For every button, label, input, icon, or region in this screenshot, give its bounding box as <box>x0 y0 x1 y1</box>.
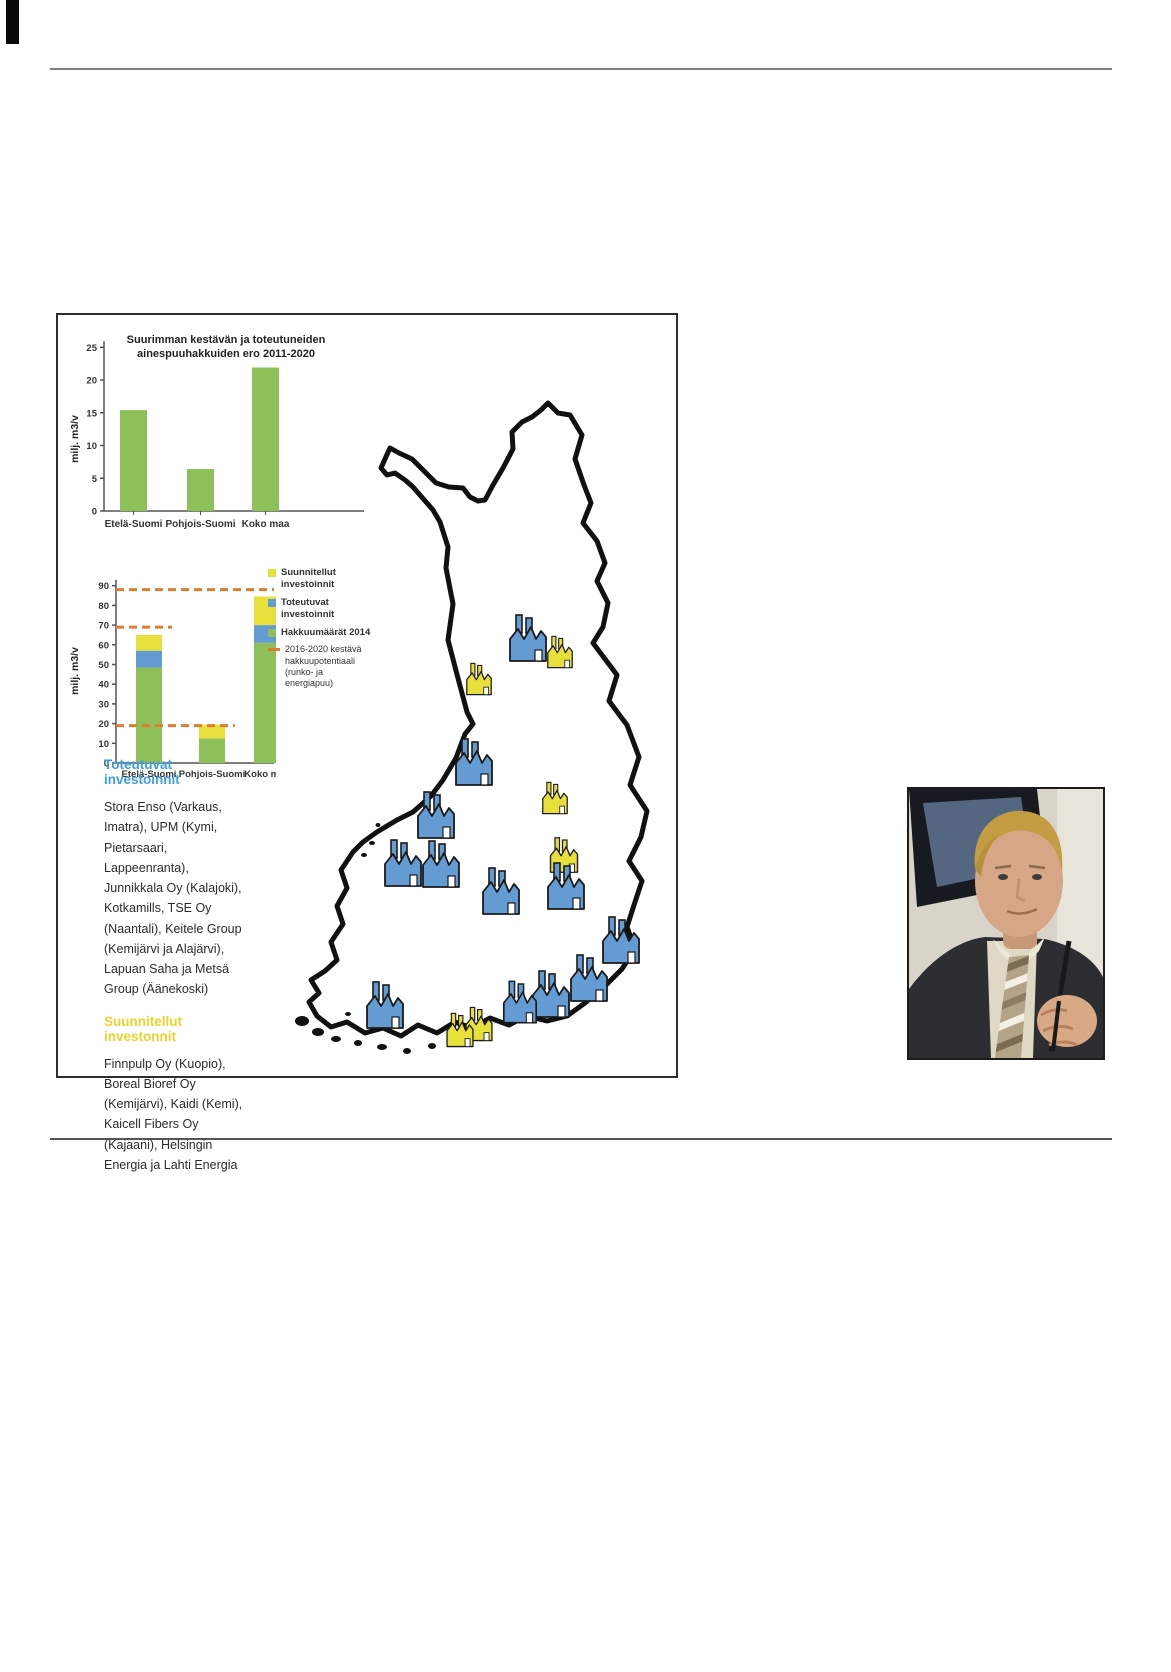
top-rule <box>50 68 1112 70</box>
svg-text:70: 70 <box>98 621 109 632</box>
legend-label: 2016-2020 kestävä hakkuupotentiaali (run… <box>285 644 362 689</box>
factory-markers <box>366 614 640 1048</box>
svg-text:Etelä-Suomi: Etelä-Suomi <box>105 519 163 530</box>
finland-outline <box>306 400 650 1039</box>
svg-text:0: 0 <box>92 507 97 518</box>
factory-realized <box>422 840 460 888</box>
svg-text:10: 10 <box>86 441 97 452</box>
factory-realized <box>602 916 640 964</box>
legend-label: Suunnitellut investoinnit <box>281 567 336 590</box>
investments-stacked-chart: milj. m3/v 0 10 20 30 40 50 60 70 80 90 Etelä-Suomi… <box>69 579 276 780</box>
factory-realized <box>547 862 585 910</box>
factory-planned <box>542 781 568 815</box>
factory-planned <box>446 1012 474 1048</box>
legend-item-planned: Suunnitellut investoinnit <box>268 567 372 591</box>
svg-text:Etelä-Suomi: Etelä-Suomi <box>122 769 177 780</box>
svg-text:50: 50 <box>98 660 109 671</box>
chart-legend: Suunnitellut investoinnit Toteutuvat inv… <box>268 567 372 695</box>
legend-item-realized: Toteutuvat investoinnit <box>268 597 372 621</box>
svg-text:Koko maa: Koko maa <box>242 519 290 530</box>
legend-label: Hakkuumäärät 2014 <box>281 626 371 638</box>
svg-text:Pohjois-Suomi: Pohjois-Suomi <box>166 519 236 530</box>
svg-text:milj. m3/v: milj. m3/v <box>69 647 81 695</box>
svg-text:Koko maa: Koko maa <box>244 769 276 780</box>
realized-investments-list: Stora Enso (Varkaus, Imatra), UPM (Kymi,… <box>104 800 242 997</box>
finland-map <box>295 400 650 1054</box>
svg-text:25: 25 <box>86 343 97 354</box>
svg-text:15: 15 <box>86 408 97 419</box>
harvest-gap-bar-chart: Suurimman kestävän ja toteutuneiden aines… <box>69 334 364 530</box>
page-corner-mark <box>6 0 19 44</box>
factory-planned <box>466 662 492 696</box>
svg-text:40: 40 <box>98 680 109 691</box>
planned-legend-swatch <box>268 569 276 577</box>
svg-text:milj. m3/v: milj. m3/v <box>69 415 81 463</box>
svg-text:10: 10 <box>98 739 109 750</box>
svg-text:60: 60 <box>98 640 109 651</box>
factory-realized <box>532 970 570 1018</box>
factory-realized <box>384 839 422 887</box>
figure-panel: Suurimman kestävän ja toteutuneiden aines… <box>56 313 678 1172</box>
mid-rule <box>50 1138 1112 1140</box>
portrait-photo-art <box>909 789 1103 1058</box>
svg-text:80: 80 <box>98 601 109 612</box>
svg-text:Suurimman kestävän ja toteutun: Suurimman kestävän ja toteutuneiden <box>127 334 326 346</box>
factory-realized <box>455 738 493 786</box>
legend-label: Toteutuvat investoinnit <box>281 596 335 620</box>
legend-item-harvest: Hakkuumäärät 2014 <box>268 627 372 639</box>
svg-text:20: 20 <box>98 719 109 730</box>
harvest-legend-swatch <box>268 628 276 637</box>
svg-text:20: 20 <box>86 376 97 387</box>
svg-text:90: 90 <box>98 581 109 592</box>
realized-legend-swatch <box>268 598 276 607</box>
archipelago-islands <box>295 823 436 1054</box>
svg-text:5: 5 <box>92 474 98 485</box>
svg-text:0: 0 <box>104 759 109 770</box>
factory-realized <box>482 867 520 915</box>
potential-dash-swatch <box>268 648 280 652</box>
planned-investments-list: Finnpulp Oy (Kuopio), Boreal Bioref Oy (… <box>104 1056 243 1172</box>
investments-text-column: Toteutuvat investoinnit Stora Enso (Vark… <box>104 743 244 1181</box>
factory-realized <box>570 954 608 1002</box>
factory-realized <box>502 980 538 1024</box>
svg-text:Pohjois-Suomi: Pohjois-Suomi <box>179 769 246 780</box>
factory-realized <box>417 791 455 839</box>
portrait-photo <box>907 787 1105 1060</box>
factory-planned <box>547 635 573 669</box>
realized-investments-heading: Toteutuvat investoinnit <box>104 757 180 787</box>
legend-item-potential: 2016-2020 kestävä hakkuupotentiaali (run… <box>268 644 372 689</box>
svg-text:ainespuuhakkuiden ero 2011-202: ainespuuhakkuiden ero 2011-2020 <box>137 348 315 360</box>
factory-realized <box>366 981 404 1029</box>
factory-realized <box>509 614 547 662</box>
planned-investments-heading: Suunnitellut investonnit <box>104 1013 182 1044</box>
svg-text:30: 30 <box>98 699 109 710</box>
